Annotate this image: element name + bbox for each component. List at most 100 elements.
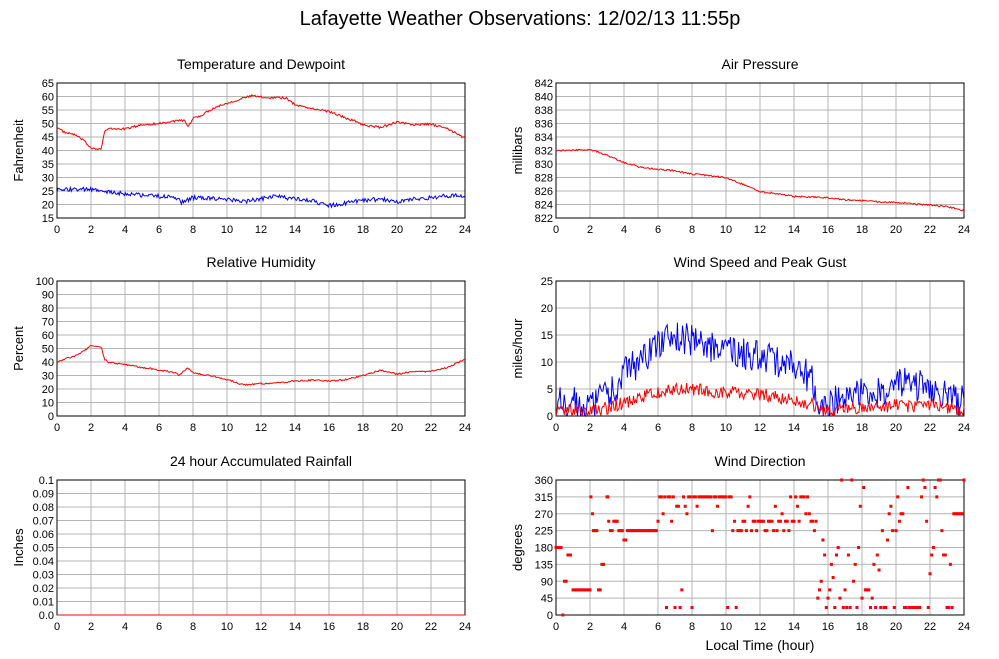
y-tick-label: 0.09 <box>33 489 54 501</box>
scatter-point <box>727 495 731 499</box>
x-tick-label: 20 <box>890 621 902 633</box>
y-tick-label: 832 <box>535 146 553 158</box>
y-tick-label: 180 <box>535 543 553 555</box>
y-axis-label: Percent <box>11 326 26 371</box>
scatter-point <box>765 529 769 533</box>
scatter-point <box>673 606 677 609</box>
scatter-point <box>729 495 733 499</box>
x-tick-label: 16 <box>323 422 335 434</box>
x-tick-label: 12 <box>255 621 267 633</box>
series-line-2 <box>56 185 466 209</box>
scatter-point <box>848 606 852 609</box>
scatter-point <box>676 504 680 508</box>
scatter-point <box>874 606 878 609</box>
scatter-point <box>770 519 774 523</box>
scatter-point <box>938 478 942 482</box>
y-tick-label: 0 <box>48 411 54 423</box>
scatter-point <box>738 529 742 533</box>
scatter-point <box>591 512 595 516</box>
scatter-point <box>564 579 568 583</box>
x-tick-label: 2 <box>587 422 593 434</box>
scatter-point <box>687 495 691 499</box>
series-line-1 <box>555 148 965 212</box>
y-tick-label: 0.07 <box>33 516 54 528</box>
scatter-point <box>760 519 764 523</box>
y-tick-label: 90 <box>541 576 553 588</box>
scatter-point <box>688 495 692 499</box>
scatter-point <box>831 576 835 579</box>
scatter-point <box>636 529 640 533</box>
scatter-point <box>824 606 828 609</box>
scatter-point <box>840 478 844 482</box>
y-tick-label: 50 <box>42 344 54 356</box>
y-tick-label: 836 <box>535 119 553 131</box>
x-tick-label: 4 <box>122 621 128 633</box>
scatter-point <box>675 504 679 508</box>
scatter-point <box>901 512 905 516</box>
y-tick-label: 315 <box>535 492 553 504</box>
scatter-point <box>556 546 560 549</box>
scatter-point <box>816 596 820 600</box>
scatter-point <box>668 495 672 499</box>
scatter-point <box>733 519 736 523</box>
scatter-point <box>778 519 782 523</box>
x-tick-label: 12 <box>754 224 766 236</box>
x-tick-label: 14 <box>788 621 800 633</box>
scatter-point <box>637 529 641 533</box>
x-tick-label: 18 <box>357 422 369 434</box>
x-tick-label: 18 <box>856 422 868 434</box>
scatter-point <box>937 478 940 482</box>
scatter-point <box>705 495 709 499</box>
y-axis-label: Fahrenheit <box>11 119 26 182</box>
scatter-point <box>787 529 791 533</box>
scatter-point <box>948 562 952 566</box>
scatter-point <box>772 529 776 533</box>
x-tick-label: 16 <box>822 621 834 633</box>
y-tick-label: 100 <box>36 276 54 288</box>
scatter-point <box>945 606 949 609</box>
y-tick-label: 60 <box>42 92 54 104</box>
x-tick-label: 24 <box>958 224 970 236</box>
scatter-point <box>739 529 743 533</box>
x-tick-label: 22 <box>425 422 437 434</box>
scatter-point <box>568 553 572 557</box>
x-tick-label: 22 <box>924 621 936 633</box>
x-tick-label: 22 <box>425 621 437 633</box>
scatter-point <box>744 529 748 533</box>
scatter-point <box>857 546 861 549</box>
scatter-point <box>792 519 796 523</box>
scatter-point <box>955 512 959 516</box>
x-tick-label: 18 <box>357 621 369 633</box>
scatter-point <box>954 512 957 516</box>
y-tick-label: 828 <box>535 173 553 185</box>
scatter-point <box>957 512 961 516</box>
scatter-point <box>615 519 619 523</box>
page-title: Lafayette Weather Observations: 12/02/13… <box>299 8 741 30</box>
x-tick-label: 18 <box>357 224 369 236</box>
scatter-point <box>794 495 798 499</box>
scatter-point <box>767 519 770 523</box>
scatter-point <box>952 512 956 516</box>
scatter-point <box>559 546 563 549</box>
x-tick-label: 18 <box>856 621 868 633</box>
scatter-point <box>962 478 966 482</box>
scatter-point <box>811 519 815 523</box>
chart-title: Wind Direction <box>714 453 805 469</box>
scatter-point <box>697 495 701 499</box>
series-line-1 <box>555 322 965 418</box>
x-tick-label: 14 <box>788 422 800 434</box>
x-tick-label: 6 <box>156 621 162 633</box>
scatter-point <box>799 495 803 499</box>
scatter-point <box>841 606 845 609</box>
x-tick-label: 6 <box>655 224 661 236</box>
scatter-point <box>909 606 913 609</box>
scatter-point <box>801 495 804 499</box>
x-tick-label: 14 <box>289 621 301 633</box>
scatter-point <box>826 596 830 600</box>
scatter-point <box>761 519 765 523</box>
y-tick-label: 60 <box>42 330 54 342</box>
scatter-point <box>896 495 900 499</box>
scatter-point <box>852 579 855 583</box>
scatter-point <box>959 512 963 516</box>
scatter-point <box>709 495 713 499</box>
